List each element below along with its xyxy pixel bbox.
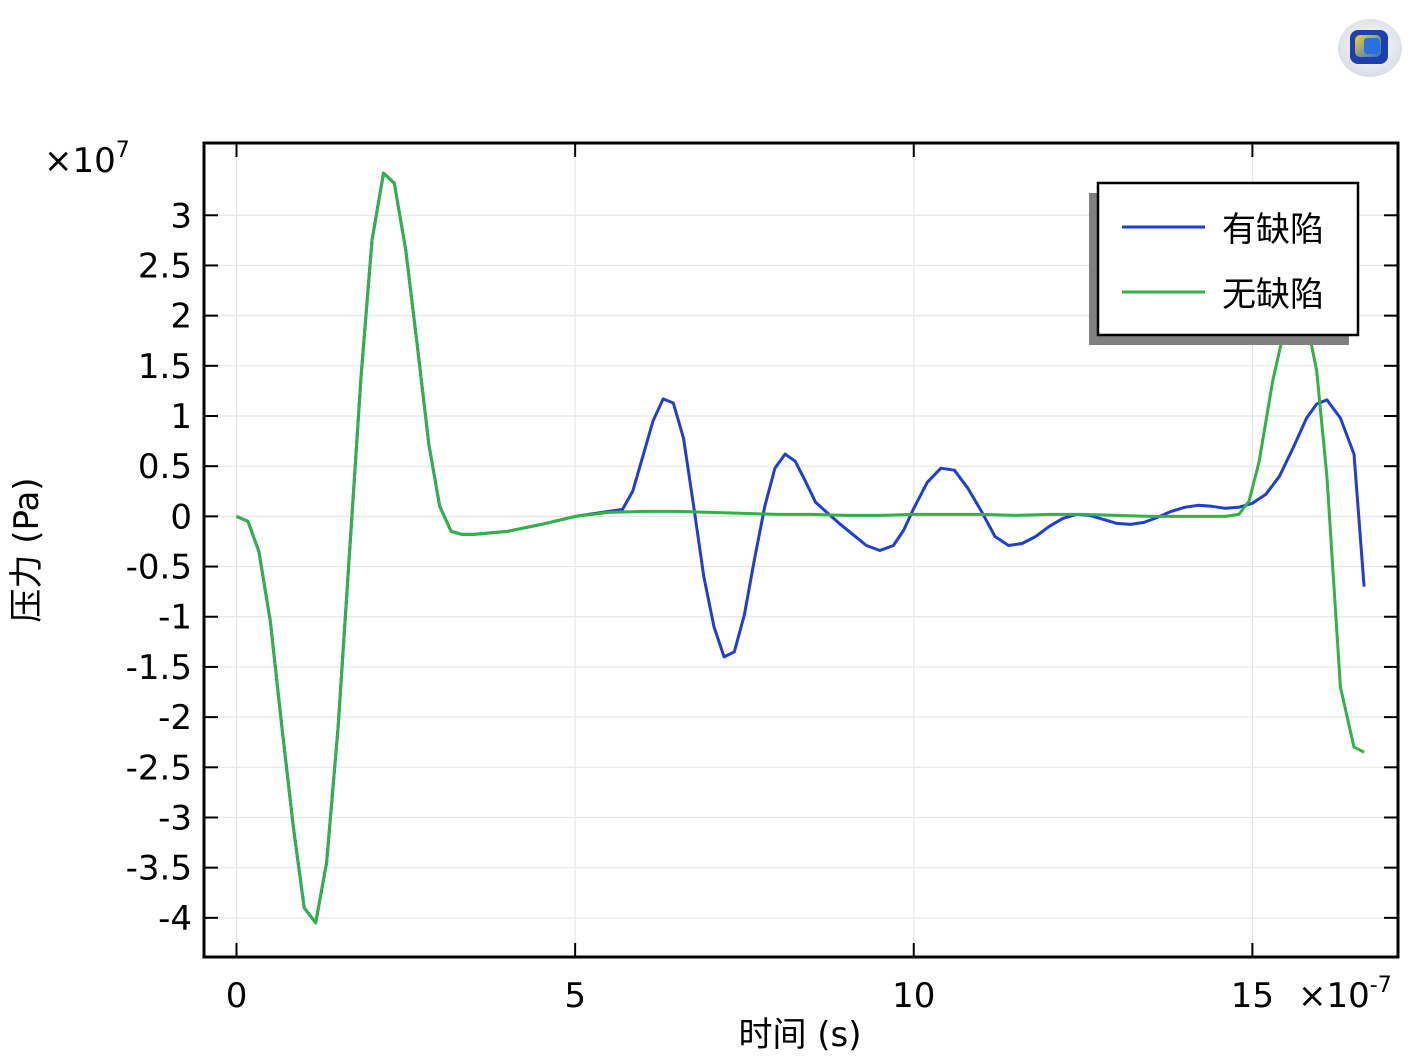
y-tick-label: 1 [170,397,192,437]
tick-label-layer: 0 5 10 15 3 2.5 2 1.5 1 0.5 0 -0.5 -1 -1.5 -2 -2.5 -3 -3.… [126,196,1274,1016]
y-axis-title: 压力 (Pa) [7,477,47,622]
x-tick-label: 15 [1231,976,1274,1016]
y-tick-label: 0 [170,497,192,537]
comsol-logo-icon [1336,16,1404,80]
y-tick-label: -1 [158,598,192,638]
series-layer [235,171,1366,925]
x-axis-multiplier: ×10-7 [1298,973,1392,1016]
svg-text:×107: ×107 [44,138,130,181]
x-tick-label: 10 [892,976,935,1016]
y-tick-label: 2.5 [138,246,192,286]
y-tick-label: -3 [158,798,192,838]
y-multiplier-base: ×10 [44,141,116,181]
y-tick-label: -1.5 [126,648,192,688]
legend: 有缺陷 无缺陷 [1089,181,1360,345]
svg-text:×10-7: ×10-7 [1298,973,1392,1016]
y-tick-label: 0.5 [138,447,192,487]
x-tick-label: 5 [564,976,586,1016]
series-line-1 [235,171,1365,925]
y-tick-label: -2 [158,698,192,738]
plot-frame [202,141,1400,959]
x-multiplier-exponent: -7 [1370,973,1392,998]
y-tick-label: -3.5 [126,849,192,889]
y-tick-label: -0.5 [126,548,192,588]
y-tick-label: -4 [158,899,192,939]
y-tick-label: -2.5 [126,748,192,788]
legend-box [1096,181,1360,337]
x-tick-label: 0 [226,976,248,1016]
y-axis-multiplier: ×107 [44,138,130,181]
legend-label-no-defect: 无缺陷 [1222,275,1324,315]
legend-label-defective: 有缺陷 [1222,210,1324,250]
x-axis-title: 时间 (s) [738,1015,861,1055]
y-tick-label: 2 [170,297,192,337]
y-tick-label: 3 [170,196,192,236]
tick-layer [204,143,1398,957]
x-multiplier-base: ×10 [1298,976,1370,1016]
y-tick-label: 1.5 [138,347,192,387]
y-multiplier-exponent: 7 [116,138,130,163]
